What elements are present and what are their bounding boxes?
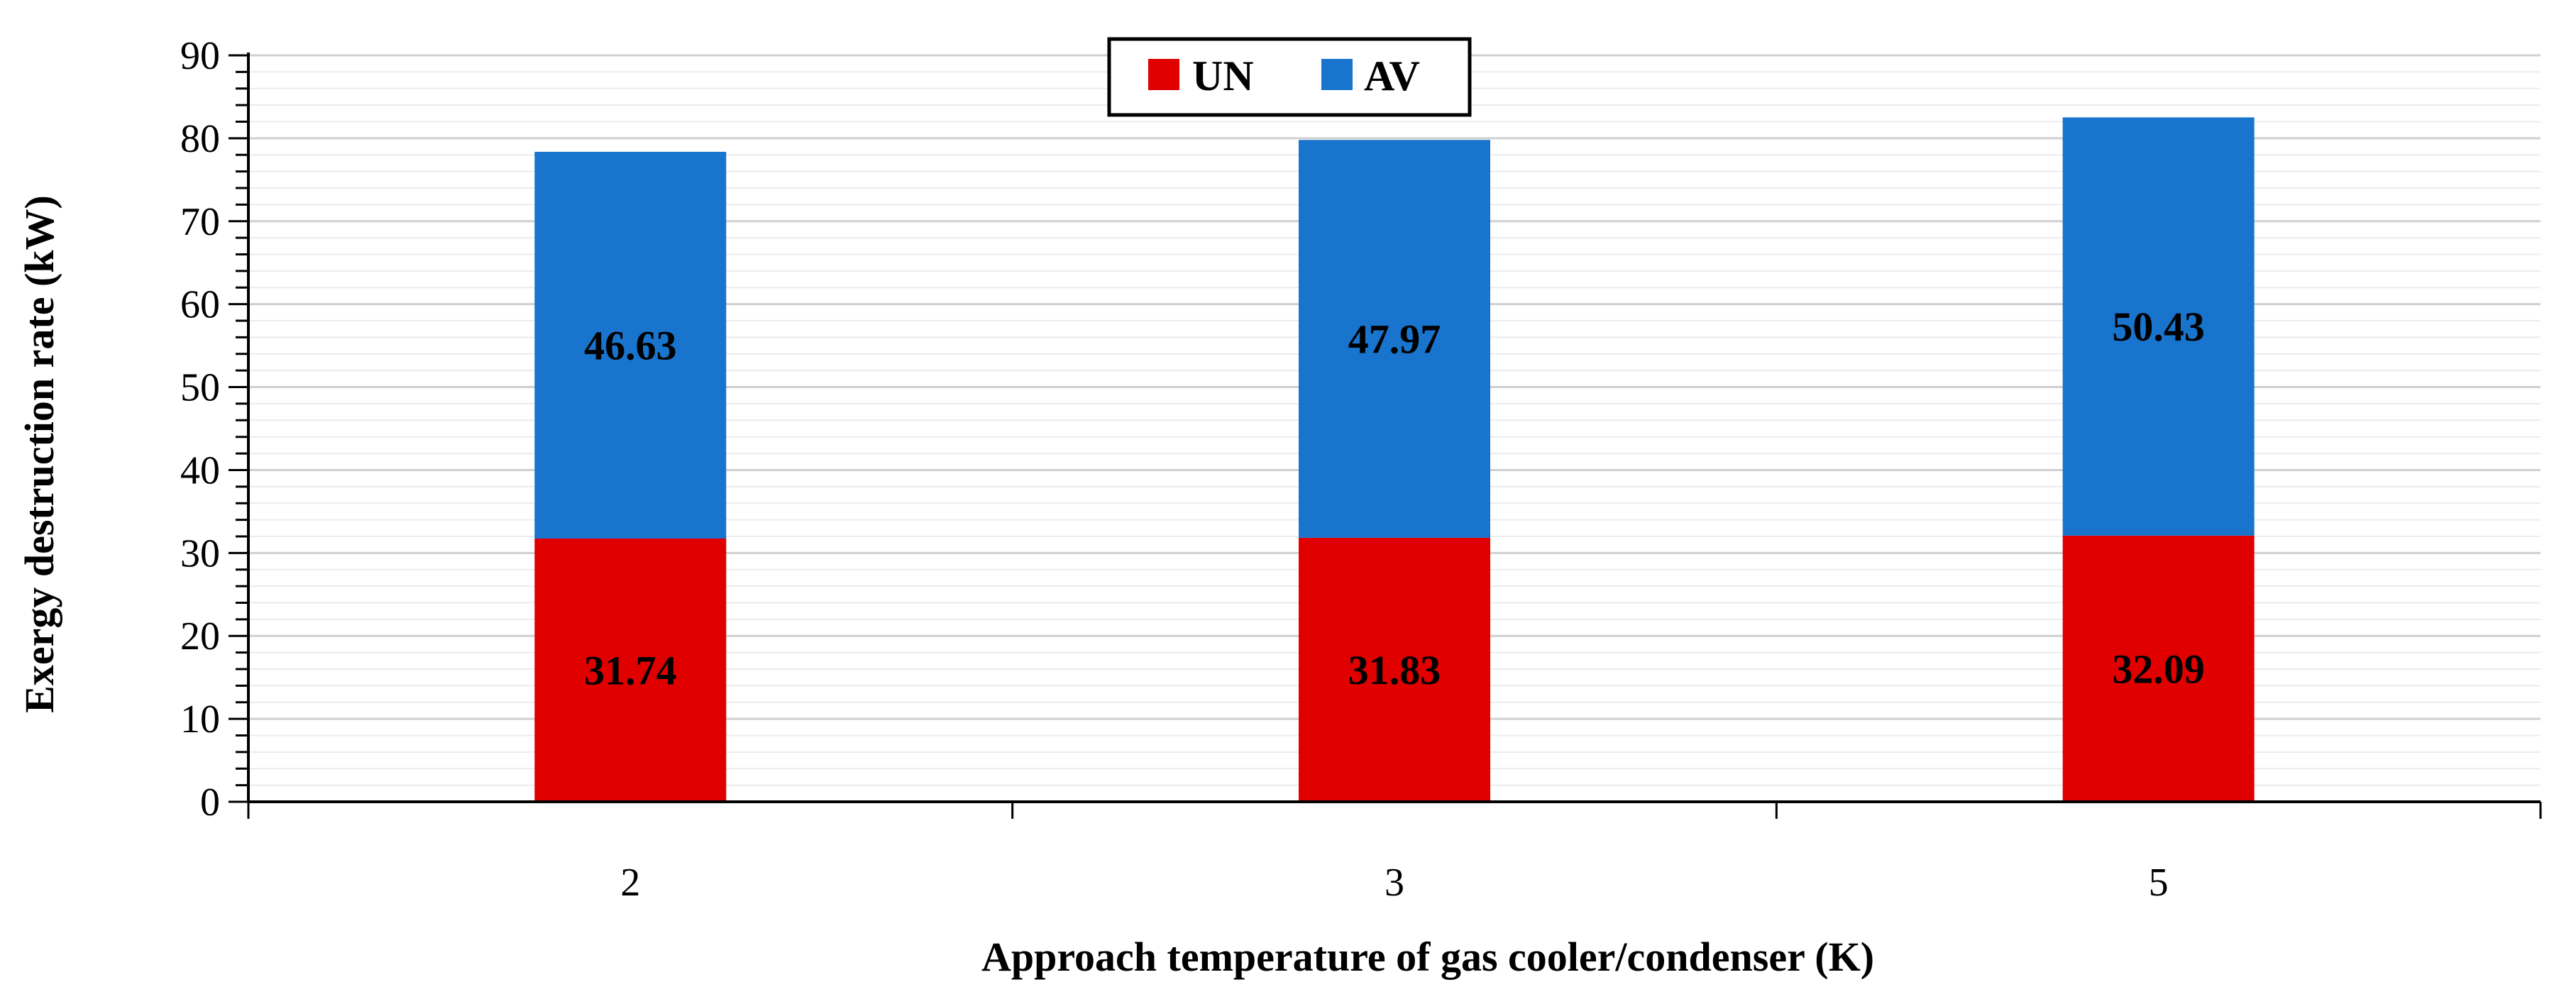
x-tick-label-2: 2 bbox=[620, 861, 640, 905]
data-labels: 31.74 46.63 31.83 47.97 32.09 50.43 bbox=[584, 304, 2205, 693]
y-tick-label-0: 0 bbox=[200, 780, 220, 824]
axes: 0 10 20 30 40 50 60 70 80 90 2 3 5 bbox=[180, 34, 2542, 905]
data-label-av-3: 47.97 bbox=[1348, 316, 1441, 363]
x-tick-label-3: 3 bbox=[1385, 861, 1404, 905]
y-axis-title: Exergy destruction rate (kW) bbox=[16, 195, 62, 713]
bar-av-3 bbox=[1299, 140, 1490, 538]
y-tick-label-10: 10 bbox=[180, 697, 220, 741]
legend-label-un: UN bbox=[1192, 53, 1254, 99]
legend-swatch-av bbox=[1321, 59, 1353, 90]
data-label-un-5: 32.09 bbox=[2112, 646, 2205, 692]
x-axis-title: Approach temperature of gas cooler/conde… bbox=[981, 934, 1874, 980]
y-tick-label-70: 70 bbox=[180, 200, 220, 244]
bar-un-5 bbox=[2062, 535, 2255, 802]
bar-av-2 bbox=[534, 151, 727, 539]
y-tick-label-40: 40 bbox=[180, 448, 220, 492]
x-tick-label-5: 5 bbox=[2149, 861, 2169, 905]
legend-swatch-un bbox=[1148, 59, 1179, 90]
bar-un-3 bbox=[1299, 537, 1490, 802]
y-tick-label-20: 20 bbox=[180, 614, 220, 658]
data-label-av-5: 50.43 bbox=[2112, 304, 2205, 350]
y-tick-label-50: 50 bbox=[180, 366, 220, 410]
y-tick-label-90: 90 bbox=[180, 34, 220, 78]
legend-label-av: AV bbox=[1364, 53, 1420, 99]
data-label-un-2: 31.74 bbox=[584, 647, 677, 693]
bar-av-5 bbox=[2062, 117, 2255, 536]
bars bbox=[534, 117, 2255, 802]
data-label-un-3: 31.83 bbox=[1348, 647, 1441, 693]
legend: UN AV bbox=[1107, 37, 1472, 117]
bar-un-2 bbox=[534, 538, 727, 802]
y-tick-label-30: 30 bbox=[180, 531, 220, 575]
y-tick-label-60: 60 bbox=[180, 283, 220, 327]
data-label-av-2: 46.63 bbox=[584, 322, 677, 368]
y-tick-label-80: 80 bbox=[180, 117, 220, 161]
